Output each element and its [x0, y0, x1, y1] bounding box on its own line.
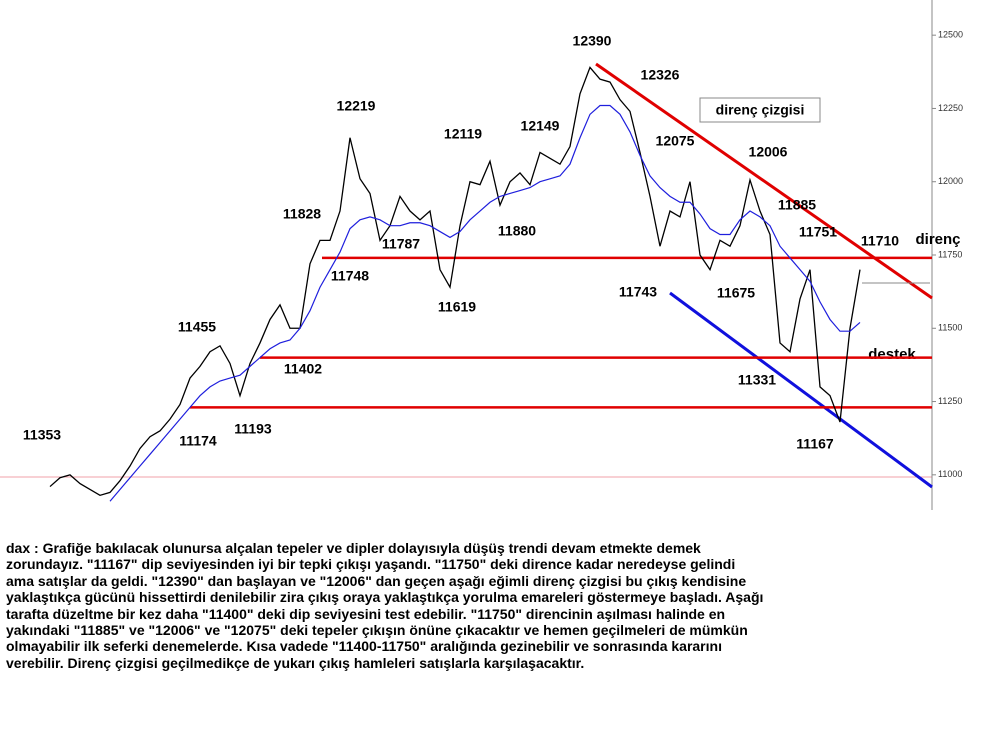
- resistance-label: direnç: [915, 231, 960, 248]
- annotation: 11748: [331, 268, 369, 284]
- y-tick-label: 11250: [938, 396, 962, 406]
- annotation: 11455: [178, 319, 216, 335]
- annotation: 11710: [861, 233, 899, 249]
- label-box: [699, 97, 821, 123]
- y-tick-label: 12000: [938, 176, 963, 186]
- annotation: 11828: [283, 206, 321, 222]
- commentary: dax : Grafiğe bakılacak olunursa alçalan…: [6, 540, 996, 671]
- commentary-line: yakındaki "11885" ve "12006" ve "12075" …: [6, 622, 748, 639]
- annotation: 11619: [438, 299, 476, 315]
- chart: direnç çizgisi direnç destek 11000 11250 1…: [0, 0, 963, 510]
- commentary-line: ama satışlar da geldi. "12390" dan başla…: [6, 572, 747, 589]
- annotation: 11174: [179, 433, 217, 449]
- y-tick-label: 12250: [938, 103, 963, 113]
- commentary-line: zorundayız. "11167" dip seviyesinden iyi…: [6, 556, 736, 573]
- y-tick-label: 11500: [938, 323, 962, 333]
- annotation: 11167: [796, 436, 834, 452]
- annotation: 12326: [641, 67, 680, 83]
- channel-line: [669, 291, 933, 489]
- moving-average-line: [109, 104, 861, 502]
- resistance-line-label: direnç çizgisi: [716, 102, 805, 118]
- support-label: destek: [868, 346, 916, 363]
- annotation: 11787: [382, 236, 420, 252]
- annotation: 12390: [573, 33, 612, 49]
- y-tick-label: 12500: [938, 30, 963, 40]
- y-tick-label: 11000: [938, 469, 962, 479]
- annotation: 11880: [498, 223, 536, 239]
- annotation: 12075: [656, 133, 695, 149]
- commentary-line: dax : Grafiğe bakılacak olunursa alçalan…: [6, 540, 701, 556]
- annotation: 11885: [778, 197, 816, 213]
- annotation: 11675: [717, 285, 755, 301]
- commentary-line: yaklaştıkça gücünü hissettirdi denilebil…: [6, 589, 764, 606]
- price-line: [49, 66, 861, 497]
- annotation: 12149: [521, 118, 560, 134]
- annotation: 11751: [799, 224, 837, 240]
- annotation: 11743: [619, 284, 657, 300]
- annotation: 11193: [234, 421, 272, 437]
- commentary-line: tarafta düzeltme bir kez daha "11400" de…: [6, 605, 726, 622]
- annotation: 11402: [284, 361, 322, 377]
- commentary-line: verebilir. Direnç çizgisi geçilmedikçe d…: [6, 654, 585, 671]
- annotation: 12006: [749, 144, 788, 160]
- commentary-line: olmayabilir ilk seferki denemelerde. Kıs…: [6, 638, 722, 655]
- annotation: 11353: [23, 427, 61, 443]
- annotation: 11331: [738, 372, 776, 388]
- y-tick-label: 11750: [938, 249, 962, 259]
- annotation: 12119: [444, 126, 482, 142]
- annotation: 12219: [337, 98, 376, 114]
